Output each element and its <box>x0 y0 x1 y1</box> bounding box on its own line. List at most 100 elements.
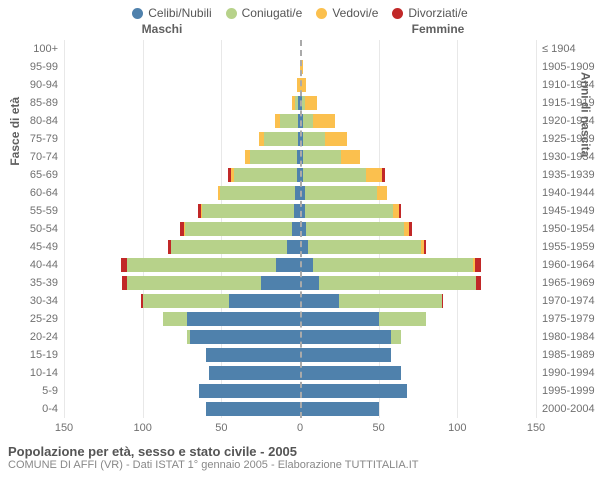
bar-female <box>300 42 600 56</box>
seg-c <box>199 384 300 398</box>
x-tick-label: 50 <box>215 422 227 434</box>
bar-male <box>0 258 300 272</box>
bar-male <box>0 384 300 398</box>
seg-c <box>300 294 339 308</box>
seg-c <box>300 402 379 416</box>
seg-d <box>475 258 481 272</box>
legend-item: Celibi/Nubili <box>132 6 211 20</box>
seg-con <box>305 204 393 218</box>
seg-con <box>143 294 230 308</box>
chart-subtitle: COMUNE DI AFFI (VR) - Dati ISTAT 1° genn… <box>8 459 592 471</box>
bar-female <box>300 222 600 236</box>
bar-female <box>300 150 600 164</box>
bar-male <box>0 366 300 380</box>
seg-con <box>306 222 404 236</box>
seg-con <box>308 240 421 254</box>
bar-male <box>0 276 300 290</box>
seg-v <box>313 114 335 128</box>
seg-con <box>303 168 366 182</box>
bar-female <box>300 294 600 308</box>
bar-male <box>0 114 300 128</box>
seg-d <box>409 222 412 236</box>
seg-con <box>303 150 341 164</box>
seg-c <box>300 348 391 362</box>
seg-c <box>209 366 300 380</box>
bar-female <box>300 276 600 290</box>
header-female: Femmine <box>300 22 536 36</box>
seg-c <box>190 330 300 344</box>
seg-d <box>476 276 481 290</box>
header-male: Maschi <box>64 22 300 36</box>
seg-c <box>261 276 300 290</box>
bar-male <box>0 312 300 326</box>
seg-c <box>187 312 300 326</box>
seg-v <box>305 96 318 110</box>
bar-male <box>0 78 300 92</box>
x-tick-label: 150 <box>55 422 73 434</box>
footer: Popolazione per età, sesso e stato civil… <box>0 438 600 471</box>
x-tick-label: 100 <box>133 422 151 434</box>
bar-male <box>0 96 300 110</box>
legend: Celibi/NubiliConiugati/eVedovi/eDivorzia… <box>0 0 600 22</box>
bar-male <box>0 204 300 218</box>
seg-d <box>442 294 444 308</box>
seg-con <box>220 186 296 200</box>
seg-d <box>382 168 385 182</box>
seg-con <box>319 276 476 290</box>
bar-female <box>300 186 600 200</box>
bar-female <box>300 204 600 218</box>
seg-c <box>300 276 319 290</box>
seg-con <box>313 258 473 272</box>
bar-female <box>300 114 600 128</box>
bar-male <box>0 402 300 416</box>
bar-male <box>0 132 300 146</box>
seg-c <box>292 222 300 236</box>
seg-con <box>280 114 299 128</box>
legend-item: Coniugati/e <box>226 6 303 20</box>
bar-female <box>300 168 600 182</box>
seg-c <box>300 384 407 398</box>
bar-female <box>300 384 600 398</box>
legend-label: Coniugati/e <box>242 6 303 20</box>
bar-female <box>300 258 600 272</box>
seg-c <box>206 402 300 416</box>
seg-c <box>300 366 401 380</box>
seg-v <box>325 132 347 146</box>
seg-con <box>202 204 293 218</box>
seg-c <box>287 240 300 254</box>
legend-label: Celibi/Nubili <box>148 6 211 20</box>
coniugati-icon <box>226 8 237 19</box>
seg-con <box>339 294 441 308</box>
seg-con <box>127 276 261 290</box>
bar-male <box>0 186 300 200</box>
bar-female <box>300 402 600 416</box>
seg-v <box>377 186 386 200</box>
seg-con <box>303 114 312 128</box>
seg-con <box>250 150 297 164</box>
bar-female <box>300 366 600 380</box>
legend-label: Vedovi/e <box>332 6 378 20</box>
legend-item: Vedovi/e <box>316 6 378 20</box>
bar-female <box>300 348 600 362</box>
seg-con <box>171 240 287 254</box>
x-tick-label: 150 <box>527 422 545 434</box>
seg-con <box>185 222 292 236</box>
bar-female <box>300 60 600 74</box>
bar-female <box>300 330 600 344</box>
bar-female <box>300 312 600 326</box>
x-tick-label: 0 <box>297 422 303 434</box>
seg-con <box>303 132 325 146</box>
bar-male <box>0 330 300 344</box>
divorziati-icon <box>392 8 403 19</box>
plot-area: 100+≤ 190495-991905-190990-941910-191485… <box>64 40 536 418</box>
center-line <box>300 40 302 418</box>
bar-male <box>0 222 300 236</box>
seg-con <box>391 330 400 344</box>
seg-c <box>229 294 300 308</box>
x-tick-label: 100 <box>448 422 466 434</box>
x-tick-label: 50 <box>373 422 385 434</box>
bar-male <box>0 150 300 164</box>
bar-male <box>0 348 300 362</box>
seg-con <box>163 312 187 326</box>
seg-d <box>424 240 426 254</box>
